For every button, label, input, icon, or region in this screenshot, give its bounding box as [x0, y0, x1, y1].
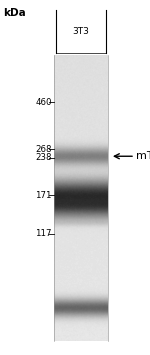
Text: kDa: kDa — [3, 8, 26, 18]
Text: 171: 171 — [36, 191, 52, 200]
Text: 3T3: 3T3 — [73, 27, 89, 36]
Text: 238: 238 — [36, 153, 52, 163]
Text: 460: 460 — [36, 98, 52, 107]
Text: 117: 117 — [36, 229, 52, 238]
Text: 268: 268 — [36, 145, 52, 154]
Text: mTOR: mTOR — [136, 151, 150, 161]
